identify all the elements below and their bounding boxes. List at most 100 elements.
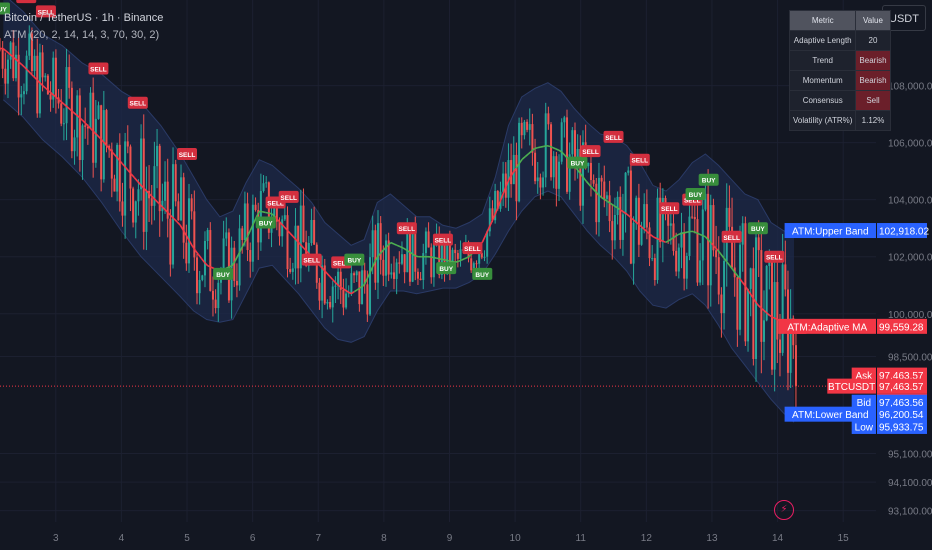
y-tick-label: 102,000.00	[888, 253, 932, 264]
candle-body	[454, 249, 457, 254]
ma-segment	[451, 260, 456, 263]
ma-segment	[396, 244, 401, 248]
candle-body	[262, 183, 265, 192]
ma-segment	[616, 206, 621, 211]
candle-body	[488, 208, 491, 232]
buy-signal: BUY	[567, 156, 588, 169]
candle-body	[73, 137, 76, 152]
price-label-name-bg	[784, 223, 876, 239]
sell-signal: SELL	[301, 253, 322, 266]
candle-body	[89, 92, 92, 129]
candle-body	[265, 182, 268, 184]
ma-segment	[210, 266, 215, 270]
ma-segment	[576, 168, 581, 174]
ma-segment	[63, 103, 68, 108]
price-label-name: ATM:Lower Band	[792, 410, 869, 421]
candle-body	[736, 277, 739, 330]
ma-segment	[729, 265, 734, 271]
ma-segment	[304, 249, 310, 254]
ma-segment	[295, 239, 300, 244]
candle-body	[693, 216, 696, 220]
sell-signal: SELL	[603, 130, 624, 143]
ma-segment	[121, 162, 126, 168]
candle-body	[728, 207, 731, 227]
candle-body	[640, 228, 643, 245]
ma-segment	[200, 258, 206, 264]
ma-segment	[97, 135, 102, 140]
ma-segment	[503, 183, 508, 193]
candle-body	[78, 95, 81, 160]
ma-segment	[182, 229, 187, 236]
price-label-name-bg	[851, 418, 876, 434]
candle-body	[416, 271, 419, 279]
candle-body	[510, 160, 513, 185]
price-labels: ATM:Upper Band 102,918.02 ATM:Adaptive MA 9…	[778, 223, 929, 434]
candle-body	[621, 214, 624, 240]
candle-body	[770, 257, 773, 370]
candle-body	[129, 146, 132, 189]
ma-segment	[405, 249, 410, 253]
signal-text: BUY	[571, 161, 585, 168]
price-label-name-bg	[851, 394, 876, 410]
signal-box	[603, 130, 624, 143]
signal-box	[255, 216, 276, 229]
price-label-value: 95,933.75	[879, 422, 924, 433]
signal-text: SELL	[684, 198, 701, 205]
signal-box	[764, 250, 785, 263]
ma-segment	[289, 232, 294, 238]
ma-segment	[124, 166, 129, 172]
chart-header: Bitcoin / TetherUS · 1h · Binance ATM (2…	[4, 10, 163, 44]
ma-segment	[646, 231, 651, 236]
ma-segment	[747, 289, 752, 296]
x-tick-label: 12	[641, 533, 653, 544]
ma-segment	[188, 240, 194, 247]
ma-segment	[457, 259, 462, 263]
ma-segment	[69, 108, 74, 113]
ma-segment	[753, 299, 759, 305]
indicator-legend[interactable]: ATM (20, 2, 14, 14, 3, 70, 30, 2)	[4, 29, 160, 41]
price-label-name: ATM:Upper Band	[792, 227, 869, 238]
ma-segment	[2, 47, 7, 52]
candle-body	[515, 154, 518, 202]
ma-segment	[668, 238, 673, 242]
ma-segment	[14, 58, 19, 63]
candle-body	[547, 113, 550, 125]
ma-segment	[109, 148, 114, 154]
ma-segment	[320, 265, 325, 271]
price-label-value: 102,918.02	[879, 227, 929, 238]
signal-text: SELL	[333, 260, 350, 267]
candle-body	[355, 271, 358, 276]
price-label-value: 96,200.54	[879, 410, 924, 421]
candle-body	[568, 154, 571, 192]
ma-segment	[537, 146, 541, 149]
ma-segment	[246, 229, 252, 238]
buy-signal: BUY	[344, 253, 365, 266]
metrics-row: Adaptive Length 20	[788, 30, 891, 51]
sell-signal: SELL	[278, 190, 299, 203]
ma-segment	[723, 257, 728, 263]
ma-segment	[597, 194, 603, 199]
buy-signal: BUY	[0, 2, 10, 15]
ma-segment	[368, 266, 374, 275]
candle-body	[281, 219, 284, 237]
candle-body	[241, 228, 244, 241]
ma-segment	[11, 55, 16, 60]
y-tick-label: 93,100.00	[888, 507, 932, 518]
candle-body	[579, 149, 582, 206]
ma-segment	[549, 145, 554, 149]
candle-body	[512, 154, 515, 185]
candle-body	[100, 105, 103, 180]
signal-box	[177, 148, 198, 161]
ma-segment	[585, 180, 590, 186]
symbol-title[interactable]: Bitcoin / TetherUS · 1h · Binance	[4, 12, 164, 24]
lightning-icon[interactable]: ⚡	[774, 500, 794, 520]
candle-body	[97, 105, 100, 119]
candle-body	[763, 320, 766, 342]
ma-segment	[637, 223, 642, 228]
sell-signal: SELL	[396, 222, 417, 235]
signal-box	[462, 242, 483, 255]
ma-segment	[146, 190, 151, 195]
sell-signal: SELL	[432, 233, 453, 246]
ma-segment	[240, 242, 246, 250]
